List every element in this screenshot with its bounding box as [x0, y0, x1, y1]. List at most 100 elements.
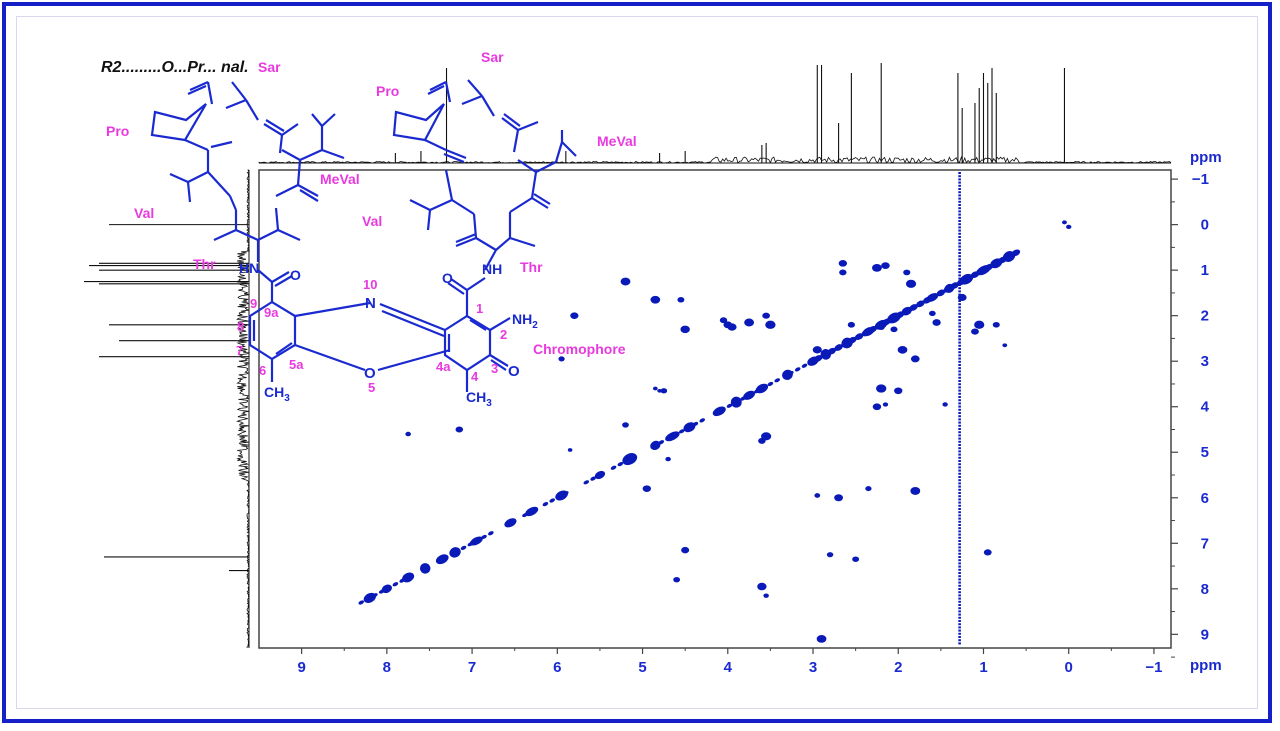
artifact-dot: [958, 476, 961, 478]
x-tick-label: 0: [1065, 659, 1073, 676]
cross-peak: [942, 402, 948, 407]
diagonal-peaks: [358, 249, 1021, 605]
cross-peak: [816, 634, 827, 643]
artifact-dot: [958, 479, 961, 482]
artifact-dot: [958, 514, 961, 517]
diagonal-peak: [488, 531, 494, 536]
cross-peak: [681, 546, 690, 554]
diagonal-peak: [624, 458, 631, 463]
cross-peak: [570, 312, 579, 319]
cross-peaks: [405, 220, 1072, 643]
cross-peak: [852, 556, 860, 562]
artifact-dot: [958, 332, 961, 334]
artifact-dot: [958, 252, 961, 254]
diagonal-peak: [977, 267, 987, 275]
artifact-dot: [958, 636, 961, 638]
artifact-dot: [958, 460, 961, 462]
artifact-dot: [958, 255, 961, 258]
artifact-dot: [958, 364, 961, 366]
ring-right: [443, 314, 492, 372]
diagonal-peak: [834, 344, 843, 351]
diagonal-peak: [733, 400, 740, 405]
diagonal-peak: [801, 363, 808, 368]
artifact-dot: [958, 367, 961, 370]
diagonal-peak: [474, 538, 480, 543]
artifact-dot: [958, 248, 961, 251]
artifact-dot: [958, 344, 961, 347]
artifact-dot: [958, 242, 961, 245]
artifact-dot: [958, 540, 961, 542]
artifact-dot: [958, 232, 961, 235]
diagonal-peak: [854, 333, 864, 340]
atom-ch3-right: CH3: [466, 389, 492, 409]
artifact-dot: [958, 223, 961, 226]
label-pos-5a: 5a: [289, 357, 304, 372]
y-tick-label: 8: [1201, 581, 1209, 598]
diagonal-peak: [740, 396, 746, 401]
artifact-dot: [958, 536, 961, 539]
y-tick-label: 4: [1201, 399, 1210, 416]
diagonal-peak: [610, 465, 617, 470]
y-tick-label: −1: [1192, 171, 1209, 188]
artifact-dot: [958, 511, 961, 514]
diagonal-peak: [402, 572, 415, 583]
actinomycin-structure: [150, 79, 577, 392]
cross-peak: [905, 279, 917, 288]
artifact-dot: [958, 277, 961, 280]
atom-nh-right: NH: [482, 261, 502, 277]
label-pos-9: 9: [250, 296, 257, 311]
cross-peak: [642, 485, 651, 493]
structure-residue-labels: Pro Pro Sar Sar MeVal MeVal Val Val Thr …: [106, 49, 637, 395]
artifact-dot: [958, 274, 961, 277]
artifact-dot: [958, 191, 961, 194]
diagonal-peak: [460, 545, 467, 550]
artifact-dot: [958, 172, 961, 174]
label-thr-left: Thr: [193, 256, 216, 272]
cross-peak: [765, 320, 776, 329]
figure-caption: R2.........O...Pr... nal.: [101, 59, 249, 76]
x-axis-unit: ppm: [1190, 657, 1222, 674]
artifact-dot: [958, 520, 961, 523]
cross-peak: [881, 262, 890, 269]
artifact-dot: [958, 626, 961, 629]
artifact-dot: [958, 549, 961, 552]
artifact-dot: [958, 431, 961, 434]
y-tick-label: 1: [1201, 262, 1209, 279]
cross-peak: [957, 293, 967, 302]
cross-peak: [838, 259, 848, 267]
cross-peak: [657, 388, 662, 393]
cross-peak: [680, 325, 690, 334]
diagonal-peak: [1011, 249, 1021, 257]
diagonal-peak: [747, 392, 753, 397]
x-tick-label: 6: [553, 659, 561, 676]
diagonal-peak: [998, 256, 1007, 264]
cross-peak: [1062, 220, 1067, 225]
label-pos-5: 5: [368, 380, 375, 395]
diagonal-peak: [841, 340, 850, 348]
artifact-dot: [958, 306, 961, 309]
artifact-dot: [958, 220, 961, 222]
artifact-dot: [958, 178, 961, 181]
artifact-dot: [958, 639, 961, 642]
artifact-dot: [958, 392, 961, 395]
artifact-dot: [958, 328, 961, 331]
cross-peak: [1066, 224, 1072, 230]
diagonal-peak: [672, 432, 678, 438]
artifact-dot: [958, 530, 961, 533]
label-meval-right: MeVal: [597, 133, 637, 149]
artifact-dot: [958, 348, 961, 350]
artifact-dot: [958, 207, 961, 210]
artifact-dot: [958, 322, 961, 325]
atom-o5: O: [364, 365, 376, 382]
artifact-dot: [958, 261, 961, 264]
artifact-dot: [958, 501, 961, 504]
diagonal-peak: [685, 425, 692, 430]
artifact-dot: [958, 399, 961, 402]
cross-peak: [983, 549, 992, 556]
artifact-dot: [958, 351, 961, 354]
diagonal-peak: [692, 421, 699, 427]
atom-o-amide-left: O: [290, 267, 301, 283]
artifact-dot: [958, 312, 961, 315]
artifact-dot: [958, 271, 961, 274]
artifact-dot: [958, 197, 961, 200]
